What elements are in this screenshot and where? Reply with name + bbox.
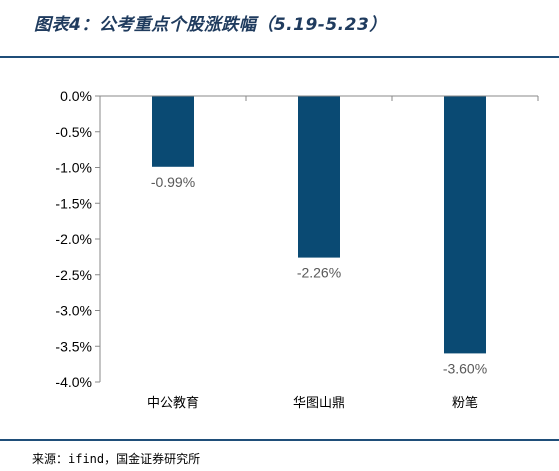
top-divider — [0, 56, 559, 58]
y-tick-label: -4.0% — [55, 374, 92, 390]
bar — [444, 96, 486, 354]
x-category-label: 中公教育 — [147, 395, 199, 410]
y-tick-label: -2.0% — [55, 231, 92, 247]
y-tick-label: -3.5% — [55, 338, 92, 354]
bar-value-label: -0.99% — [151, 174, 195, 190]
chart-title: 图表4：公考重点个股涨跌幅（5.19-5.23） — [34, 15, 387, 35]
bar — [152, 96, 194, 167]
x-axis: 中公教育 华图山鼎 粉笔 — [99, 95, 539, 410]
bars-group: -0.99% -2.26% -3.60% — [151, 96, 487, 376]
y-tick-label: -2.5% — [55, 267, 92, 283]
bar-value-label: -2.26% — [297, 265, 341, 281]
x-category-label: 华图山鼎 — [293, 395, 345, 410]
y-axis: 0.0% -0.5% -1.0% -1.5% -2.0% -2.5% -3.0% -3.5% -… — [55, 88, 101, 390]
bottom-divider — [0, 439, 559, 441]
y-tick-label: -0.5% — [55, 124, 92, 140]
y-tick-label: 0.0% — [60, 88, 92, 104]
y-tick-label: -1.5% — [55, 195, 92, 211]
bar-chart: 0.0% -0.5% -1.0% -1.5% -2.0% -2.5% -3.0% -3.5% -… — [55, 88, 539, 410]
y-tick-label: -3.0% — [55, 303, 92, 319]
bar-value-label: -3.60% — [443, 360, 487, 376]
x-category-label: 粉笔 — [452, 395, 478, 410]
y-tick-label: -1.0% — [55, 160, 92, 176]
bar — [298, 96, 340, 258]
source-note: 来源：ifind，国金证券研究所 — [32, 452, 201, 466]
